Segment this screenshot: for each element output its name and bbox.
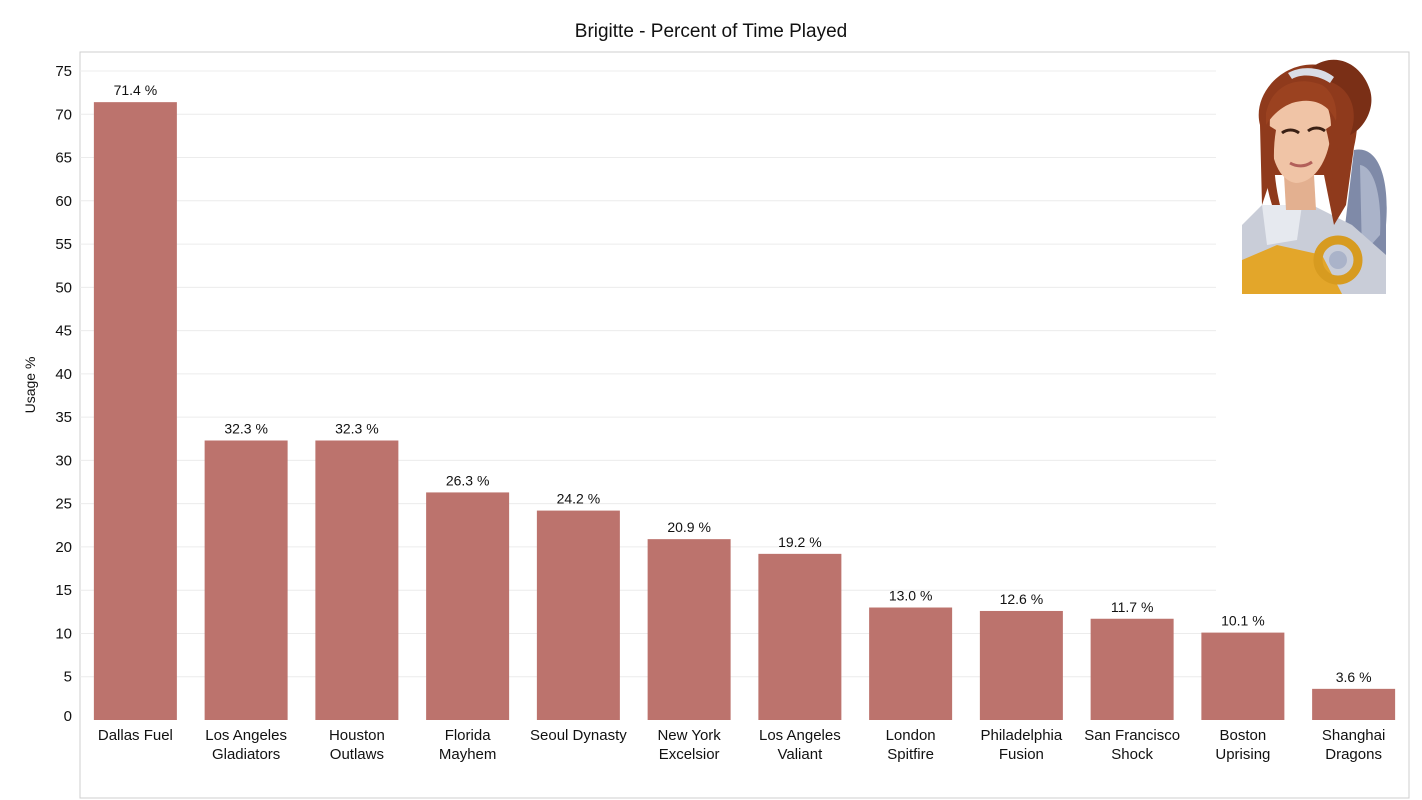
data-label: 24.2 % <box>557 491 601 507</box>
bar <box>536 510 620 720</box>
y-tick-label: 30 <box>55 452 72 469</box>
x-tick-label: Fusion <box>999 746 1044 763</box>
data-label: 13.0 % <box>889 588 933 604</box>
bar <box>979 610 1063 720</box>
x-tick-label: Florida <box>445 727 492 744</box>
x-tick-label: New York <box>657 727 721 744</box>
x-tick-label: Los Angeles <box>759 727 841 744</box>
bar <box>315 440 399 720</box>
y-tick-label: 65 <box>55 150 72 167</box>
data-label: 71.4 % <box>114 82 158 98</box>
x-tick-label: Los Angeles <box>205 727 287 744</box>
x-tick-label: Philadelphia <box>981 727 1063 744</box>
data-label: 19.2 % <box>778 534 822 550</box>
x-tick-label: Houston <box>329 727 385 744</box>
data-label: 12.6 % <box>1000 591 1044 607</box>
y-tick-label: 25 <box>55 496 72 513</box>
y-tick-label: 70 <box>55 106 72 123</box>
y-tick-label: 50 <box>55 279 72 296</box>
x-tick-label: San Francisco <box>1084 727 1180 744</box>
y-tick-label: 5 <box>64 669 72 686</box>
x-tick-label: Dallas Fuel <box>98 727 173 744</box>
bar <box>1201 632 1285 720</box>
y-tick-label: 45 <box>55 323 72 340</box>
data-label: 20.9 % <box>667 519 711 535</box>
bar <box>647 539 731 720</box>
data-label: 3.6 % <box>1336 669 1372 685</box>
x-tick-label: Uprising <box>1215 746 1270 763</box>
y-tick-label: 20 <box>55 539 72 556</box>
y-axis-title: Usage % <box>22 357 38 414</box>
y-tick-label: 15 <box>55 582 72 599</box>
hero-portrait-icon <box>1242 55 1387 294</box>
bar <box>93 102 177 721</box>
x-tick-label: Seoul Dynasty <box>530 727 627 744</box>
bar <box>1312 688 1396 720</box>
bar <box>426 492 510 720</box>
plot-frame <box>79 51 1410 799</box>
bar <box>758 553 842 720</box>
bar <box>869 607 953 720</box>
x-tick-label: Shock <box>1111 746 1153 763</box>
y-tick-label: 35 <box>55 409 72 426</box>
y-tick-label: 60 <box>55 193 72 210</box>
x-tick-label: Spitfire <box>887 746 934 763</box>
x-tick-label: Shanghai <box>1322 727 1385 744</box>
data-label: 11.7 % <box>1111 599 1154 615</box>
data-label: 32.3 % <box>335 420 379 436</box>
y-tick-label: 0 <box>64 708 72 725</box>
x-tick-label: Valiant <box>777 746 823 763</box>
data-labels: 71.4 % 32.3 % 32.3 % 26.3 % 24.2 % 20.9 % 19.2… <box>114 82 1372 685</box>
y-tick-label: 55 <box>55 236 72 253</box>
y-tick-label: 75 <box>55 63 72 80</box>
y-axis: 0 5 10 15 20 25 30 35 40 45 50 55 60 65 70 75 <box>55 63 72 725</box>
x-tick-label: Excelsior <box>659 746 720 763</box>
data-label: 32.3 % <box>224 420 268 436</box>
bars <box>93 102 1396 721</box>
y-tick-label: 40 <box>55 366 72 383</box>
x-tick-label: London <box>886 727 936 744</box>
y-tick-label: 10 <box>55 625 72 642</box>
x-tick-label: Mayhem <box>439 746 497 763</box>
data-label: 26.3 % <box>446 472 490 488</box>
bar <box>1090 618 1174 720</box>
chart-title: Brigitte - Percent of Time Played <box>575 21 847 42</box>
x-tick-label: Boston <box>1220 727 1267 744</box>
x-tick-label: Gladiators <box>212 746 280 763</box>
bar <box>204 440 288 720</box>
x-axis: Dallas Fuel Los Angeles Gladiators Houston O… <box>98 727 1385 763</box>
x-tick-label: Dragons <box>1325 746 1382 763</box>
x-tick-label: Outlaws <box>330 746 384 763</box>
data-label: 10.1 % <box>1221 613 1265 629</box>
